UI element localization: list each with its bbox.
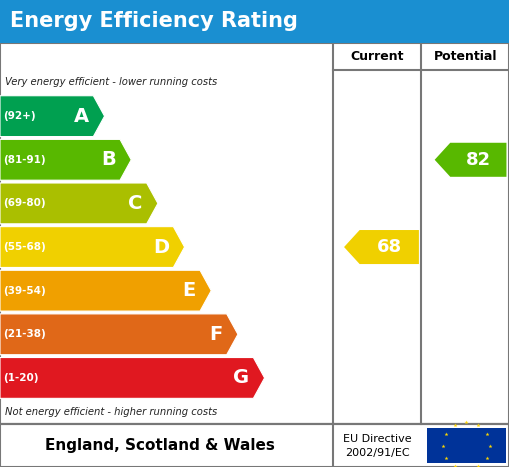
Text: (69-80): (69-80) xyxy=(3,198,46,208)
Text: Potential: Potential xyxy=(434,50,497,63)
Bar xyxy=(0,43,509,424)
Text: (55-68): (55-68) xyxy=(3,242,46,252)
Text: Energy Efficiency Rating: Energy Efficiency Rating xyxy=(10,12,298,31)
Bar xyxy=(0,424,509,467)
Text: (21-38): (21-38) xyxy=(3,329,46,340)
Text: Very energy efficient - lower running costs: Very energy efficient - lower running co… xyxy=(5,77,217,87)
Polygon shape xyxy=(0,358,265,398)
Text: 68: 68 xyxy=(377,238,402,256)
Bar xyxy=(427,428,506,463)
Text: (39-54): (39-54) xyxy=(3,286,46,296)
Text: B: B xyxy=(101,150,116,169)
Text: (1-20): (1-20) xyxy=(3,373,39,383)
Text: England, Scotland & Wales: England, Scotland & Wales xyxy=(45,438,275,453)
Bar xyxy=(0,0,509,43)
Text: C: C xyxy=(128,194,143,213)
Polygon shape xyxy=(344,230,419,264)
Text: Not energy efficient - higher running costs: Not energy efficient - higher running co… xyxy=(5,407,217,417)
Polygon shape xyxy=(0,139,131,180)
Polygon shape xyxy=(0,183,158,224)
Text: Current: Current xyxy=(351,50,404,63)
Polygon shape xyxy=(0,270,211,311)
Polygon shape xyxy=(0,96,104,136)
Polygon shape xyxy=(0,226,185,268)
Text: G: G xyxy=(233,368,249,388)
Polygon shape xyxy=(0,314,238,355)
Text: 82: 82 xyxy=(466,151,491,169)
Text: D: D xyxy=(153,238,169,256)
Text: F: F xyxy=(209,325,222,344)
Text: (81-91): (81-91) xyxy=(3,155,46,165)
Text: E: E xyxy=(183,281,196,300)
Text: A: A xyxy=(74,106,89,126)
Text: EU Directive
2002/91/EC: EU Directive 2002/91/EC xyxy=(343,433,412,458)
Text: (92+): (92+) xyxy=(3,111,36,121)
Polygon shape xyxy=(435,143,506,177)
